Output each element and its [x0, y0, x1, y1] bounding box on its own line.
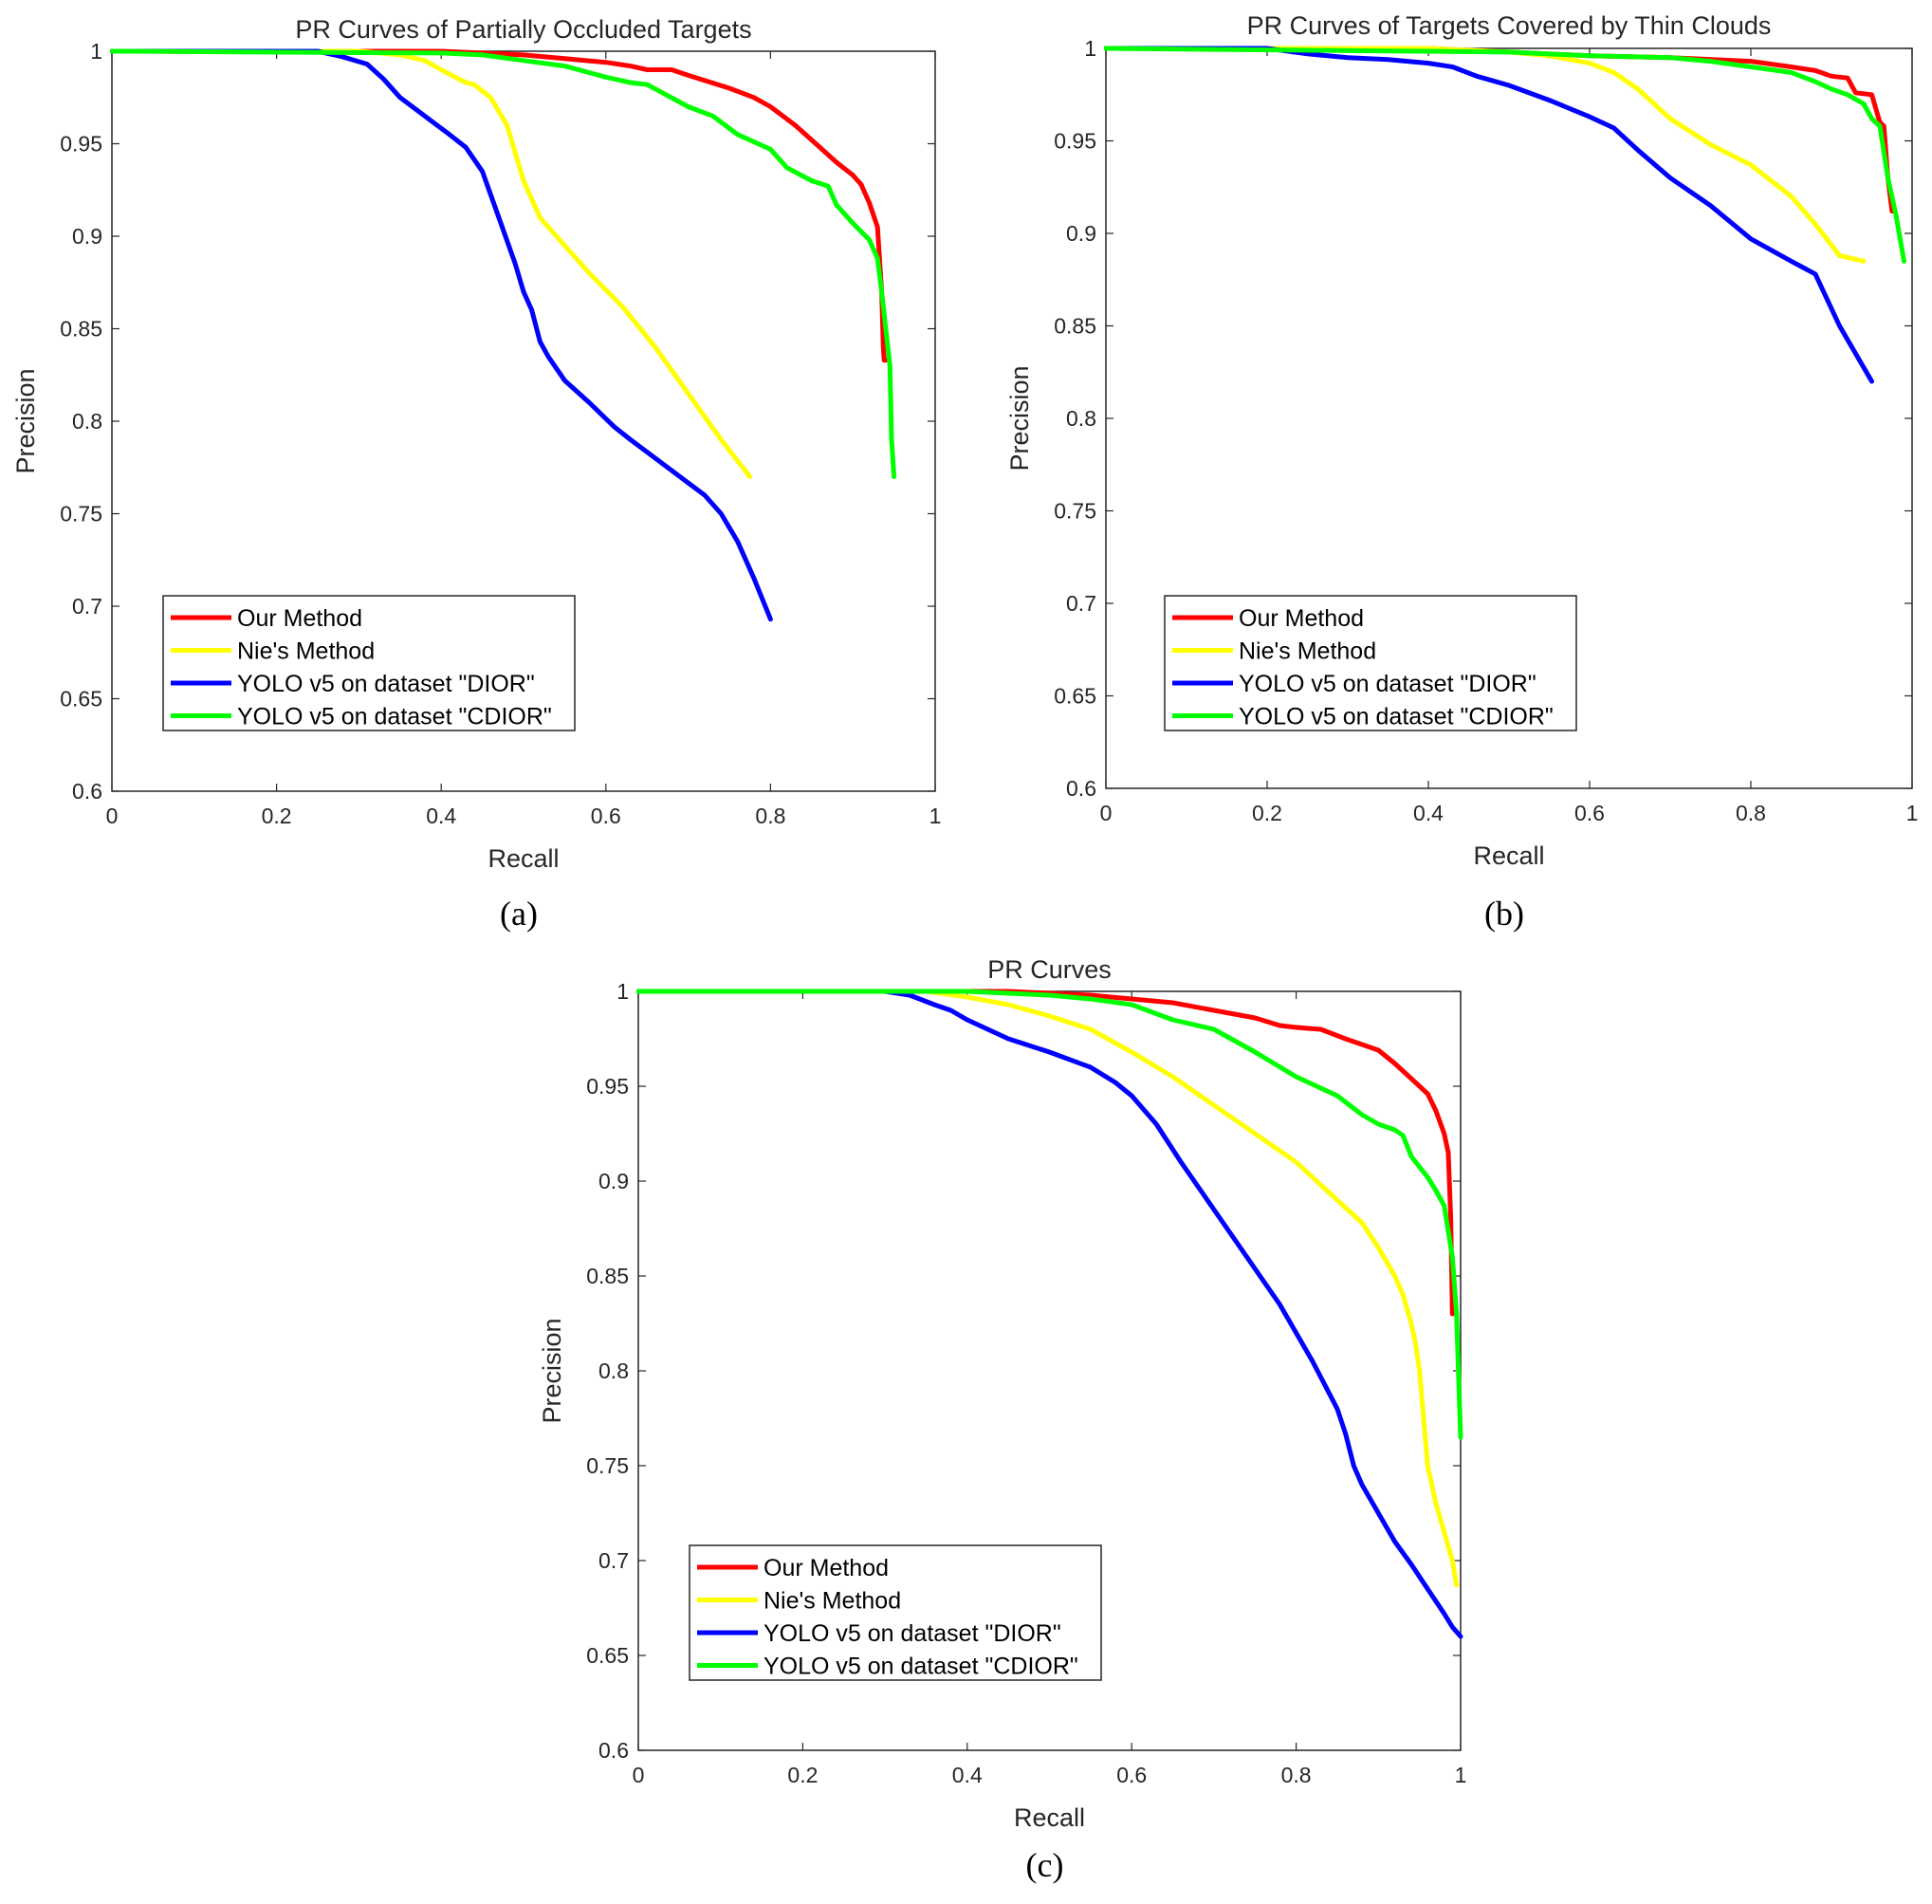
legend-entry: YOLO v5 on dataset "CDIOR" [1239, 704, 1554, 730]
legend-entry: Nie's Method [237, 638, 375, 665]
y-tick-label: 0.65 [60, 687, 102, 712]
x-tick-label: 0.8 [1736, 801, 1766, 825]
legend-entry: YOLO v5 on dataset "DIOR" [237, 671, 535, 697]
legend-entry: YOLO v5 on dataset "CDIOR" [764, 1654, 1078, 1680]
x-tick-label: 0.6 [1116, 1763, 1147, 1787]
x-axis-label: Recall [1473, 841, 1544, 870]
y-tick-label: 0.75 [1054, 499, 1096, 524]
legend-entry: Nie's Method [764, 1588, 901, 1615]
y-axis-label: Precision [538, 1318, 566, 1423]
panel-caption: (a) [500, 895, 538, 933]
x-tick-label: 1 [929, 804, 942, 828]
panel-caption: (c) [1026, 1846, 1064, 1884]
x-tick-label: 0 [1100, 801, 1113, 825]
y-tick-label: 0.95 [1054, 129, 1096, 154]
legend-box [689, 1544, 1102, 1681]
series-line-2 [110, 48, 753, 479]
y-tick-label: 0.75 [586, 1453, 629, 1478]
x-tick-label: 1 [1455, 1763, 1467, 1787]
series-lines [110, 48, 897, 622]
y-tick-label: 0.65 [1054, 684, 1096, 709]
legend: Our Method Nie's Method YOLO v5 on dataset… [1164, 595, 1577, 731]
y-tick-label: 0.8 [598, 1359, 629, 1383]
y-axis-label: Precision [11, 368, 40, 473]
y-tick-label: 1 [616, 979, 629, 1004]
legend: Our Method Nie's Method YOLO v5 on dataset… [689, 1544, 1102, 1681]
y-tick-label: 0.9 [598, 1169, 629, 1193]
series-lines [636, 989, 1463, 1639]
x-tick-label: 0 [106, 804, 119, 828]
x-tick-label: 0.8 [755, 804, 785, 828]
series-line-1 [636, 989, 1455, 1317]
y-tick-label: 0.7 [72, 594, 102, 619]
x-tick-label: 0.2 [262, 804, 292, 828]
chart-title: PR Curves [987, 955, 1112, 984]
y-tick-label: 0.7 [598, 1548, 629, 1573]
panel-caption: (b) [1484, 895, 1524, 933]
legend-box [162, 595, 576, 731]
chart-panel-2: 0 0.2 0.4 0.6 0.8 1 0.6 0.65 0.7 0.75 0.8 0.85 0.9 0.… [1005, 11, 1918, 933]
series-line-1 [110, 48, 889, 363]
y-tick-label: 0.9 [1066, 221, 1096, 246]
y-tick-label: 0.65 [586, 1643, 629, 1668]
x-tick-label: 0.6 [591, 804, 621, 828]
legend-entry: YOLO v5 on dataset "DIOR" [764, 1620, 1061, 1647]
x-tick-label: 0.4 [952, 1763, 983, 1787]
series-line-3 [636, 989, 1463, 1639]
chart-title: PR Curves of Partially Occluded Targets [295, 15, 751, 44]
series-line-2 [636, 989, 1460, 1588]
y-tick-label: 0.8 [1066, 406, 1096, 431]
legend: Our Method Nie's Method YOLO v5 on dataset… [162, 595, 576, 731]
legend-entry: Nie's Method [1239, 638, 1376, 665]
y-tick-label: 1 [1084, 36, 1096, 61]
x-axis-label: Recall [488, 844, 559, 873]
x-axis-label: Recall [1014, 1803, 1085, 1832]
x-tick-label: 0.4 [426, 804, 456, 828]
y-tick-label: 0.8 [72, 409, 102, 434]
series-lines [1104, 46, 1906, 384]
series-line-3 [1104, 46, 1874, 384]
y-axis-label: Precision [1005, 365, 1034, 471]
series-line-4 [1104, 46, 1906, 264]
x-tick-label: 0.4 [1413, 801, 1444, 825]
x-tick-label: 0.2 [1252, 801, 1282, 825]
y-tick-label: 0.85 [60, 317, 102, 342]
y-tick-label: 0.6 [72, 779, 102, 804]
legend-entry: Our Method [237, 605, 362, 632]
x-tick-label: 0.2 [787, 1763, 818, 1787]
y-tick-label: 0.95 [60, 132, 102, 157]
chart-title: PR Curves of Targets Covered by Thin Clo… [1247, 11, 1772, 40]
y-tick-label: 0.85 [1054, 314, 1096, 339]
legend-entry: YOLO v5 on dataset "CDIOR" [237, 704, 552, 730]
y-tick-label: 1 [90, 39, 102, 64]
series-line-4 [636, 989, 1463, 1440]
y-tick-label: 0.9 [72, 224, 102, 249]
y-tick-label: 0.6 [1066, 776, 1096, 801]
legend-entry: Our Method [1239, 605, 1364, 632]
x-tick-label: 1 [1906, 801, 1919, 825]
x-tick-label: 0.6 [1574, 801, 1605, 825]
series-line-3 [110, 48, 773, 622]
x-tick-label: 0 [633, 1763, 645, 1787]
x-tick-label: 0.8 [1281, 1763, 1312, 1787]
series-line-4 [110, 48, 897, 479]
legend-box [1164, 595, 1577, 731]
legend-entry: YOLO v5 on dataset "DIOR" [1239, 671, 1536, 697]
y-tick-label: 0.6 [598, 1738, 629, 1763]
y-tick-label: 0.7 [1066, 591, 1096, 616]
y-tick-label: 0.95 [586, 1074, 629, 1099]
y-tick-label: 0.85 [586, 1264, 629, 1288]
chart-panel-3: 0 0.2 0.4 0.6 0.8 1 0.6 0.65 0.7 0.75 0.8 0.85 0.9 0.… [538, 955, 1466, 1884]
legend-entry: Our Method [764, 1555, 889, 1581]
chart-panel-1: 0 0.2 0.4 0.6 0.8 1 0.6 0.65 0.7 0.75 0.8 0.85 0.9 0.… [11, 15, 941, 933]
y-tick-label: 0.75 [60, 502, 102, 527]
